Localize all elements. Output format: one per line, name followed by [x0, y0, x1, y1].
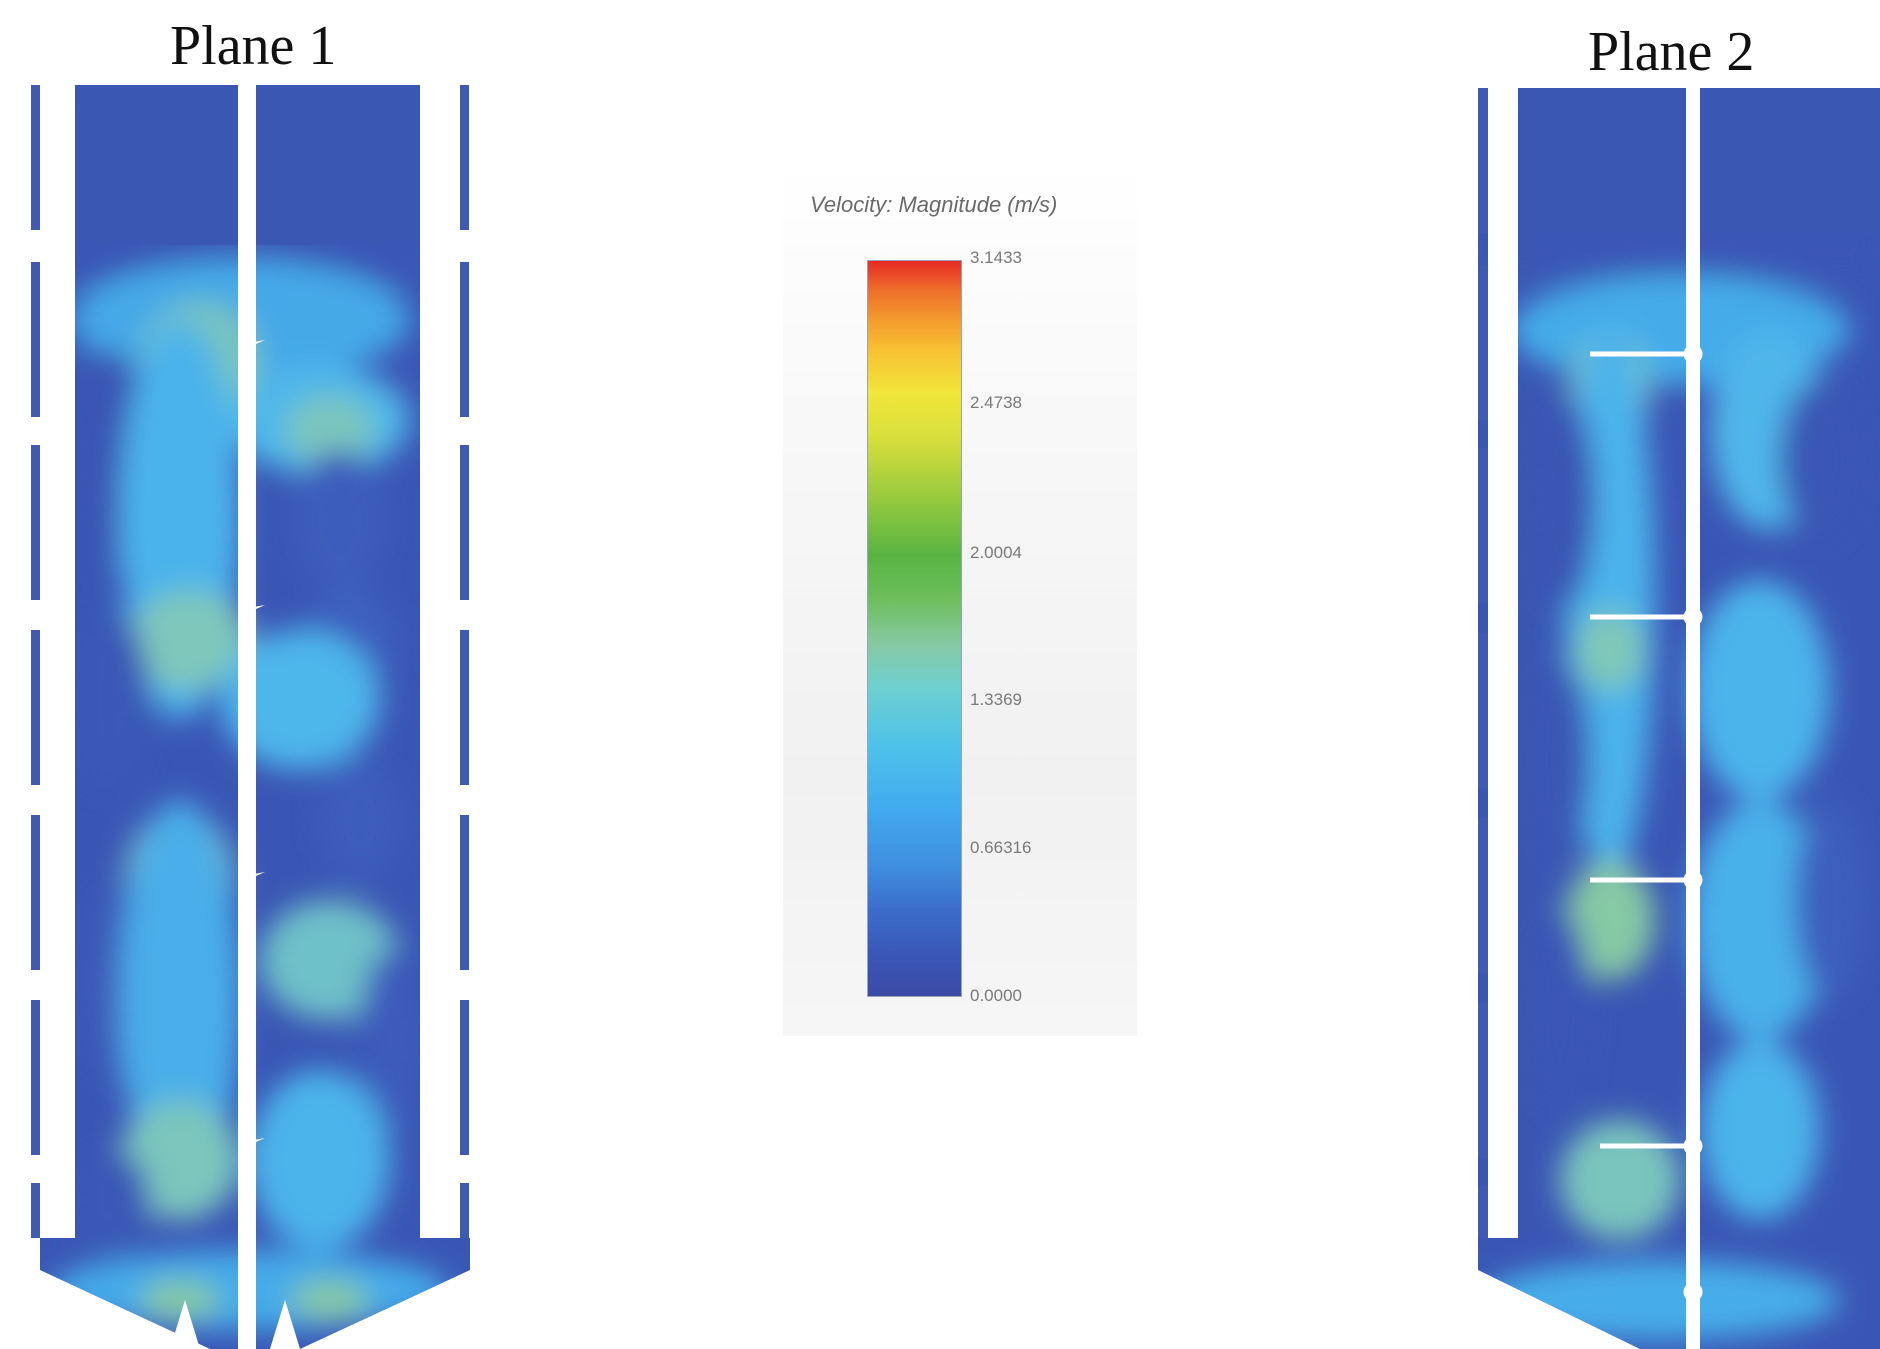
colorbar-tick-label: 0.0000	[970, 986, 1022, 1005]
velocity-colorbar	[867, 260, 962, 997]
legend-title: Velocity: Magnitude (m/s)	[810, 192, 1058, 217]
plane-1-impeller-marks	[170, 340, 300, 1349]
colorbar-tick-label: 2.0004	[970, 543, 1022, 562]
colorbar-tick-label: 1.3369	[970, 690, 1022, 709]
plane-2-title: Plane 2	[1588, 21, 1755, 83]
plane-1-baffles	[40, 70, 460, 1349]
plane-2-velocity-field	[1478, 88, 1880, 1340]
plane-1-title: Plane 1	[170, 15, 337, 77]
plane-1-wall-segments	[31, 85, 469, 1238]
plane-2-wall-segments	[1478, 88, 1880, 1238]
colorbar-tick-label: 2.4738	[970, 393, 1022, 412]
plane-2-impeller-marks	[1590, 344, 1703, 1302]
colorbar-tick-label: 0.66316	[970, 838, 1032, 857]
colorbar-tick-label: 3.1433	[970, 248, 1022, 267]
plane-2-baffles	[1488, 80, 1700, 1349]
